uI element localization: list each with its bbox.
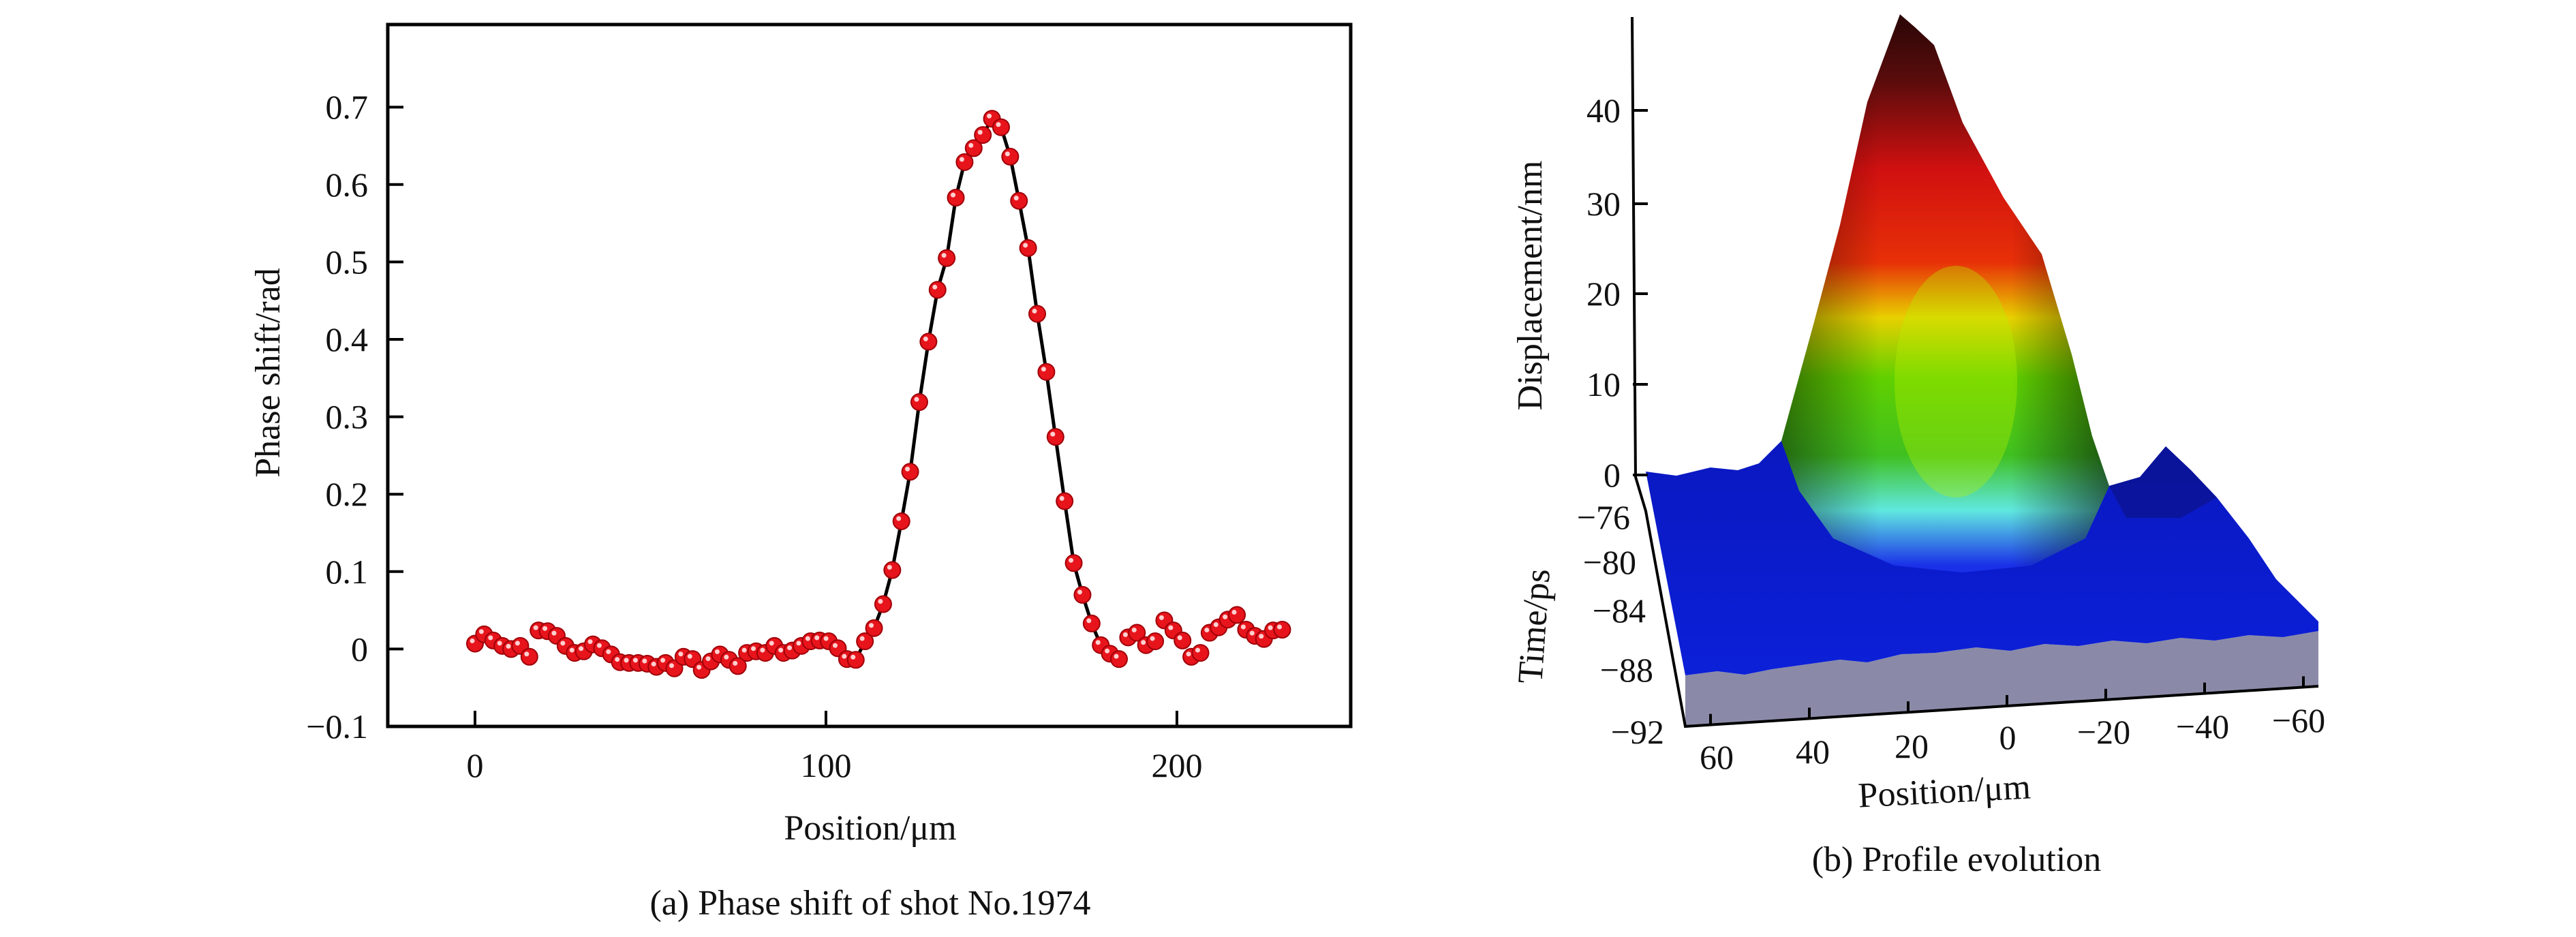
x-tick-label: 100 — [801, 746, 852, 784]
data-point — [1128, 624, 1146, 642]
profile-evolution-3d: 40 30 20 10 0 −76 −80 −84 −88 −92 60 40 20 0 −20 −40 −… — [1511, 14, 2325, 879]
data-point — [992, 118, 1010, 136]
y-axis-label: Phase shift/rad — [249, 268, 288, 478]
data-point — [1046, 428, 1064, 446]
time-axis-label: Time/ps — [1511, 568, 1558, 685]
surface-core-highlight — [1895, 266, 2017, 497]
x-tick-label: 0 — [467, 746, 484, 784]
data-point — [865, 619, 883, 637]
time-tick-label: −88 — [1600, 651, 1653, 689]
data-point — [901, 463, 919, 481]
time-tick-label: −80 — [1583, 543, 1636, 581]
data-point — [1174, 631, 1192, 649]
y-tick-label: 0.1 — [326, 553, 369, 591]
y-tick-label: 0 — [351, 630, 368, 668]
time-tick-label: −84 — [1593, 592, 1646, 630]
caption-a: (a) Phase shift of shot No.1974 — [649, 884, 1090, 923]
position-tick-label: −40 — [2176, 707, 2229, 746]
position-axis-ticks: 60 40 20 0 −20 −40 −60 — [1700, 676, 2325, 776]
phase-shift-chart: −0.1 0 0.1 0.2 0.3 0.4 0.5 0.6 0.7 0 100 200 Phase… — [249, 22, 1353, 923]
z-axis — [1631, 16, 2319, 728]
time-tick-label: −76 — [1577, 498, 1630, 536]
z-tick-label: 0 — [1604, 456, 1621, 494]
data-points — [466, 110, 1291, 679]
data-point — [1010, 191, 1028, 210]
data-point — [919, 333, 938, 351]
x-tick-label: 200 — [1152, 746, 1203, 784]
surface-peak-shade — [1781, 14, 2109, 572]
position-axis-label: Position/μm — [1857, 767, 2031, 815]
position-tick-label: 0 — [1999, 718, 2017, 756]
data-point — [892, 512, 910, 530]
position-tick-label: −60 — [2272, 701, 2325, 739]
data-point — [964, 139, 983, 157]
data-point — [1110, 650, 1129, 669]
data-point — [1273, 621, 1291, 639]
z-tick-label: 40 — [1586, 91, 1621, 129]
surface-side-hump — [2109, 446, 2217, 518]
data-point — [1019, 239, 1037, 257]
data-point — [910, 393, 928, 412]
data-point — [846, 651, 865, 669]
data-point — [1073, 585, 1092, 604]
data-point — [1191, 644, 1210, 662]
caption-b: (b) Profile evolution — [1812, 840, 2102, 879]
y-tick-label: −0.1 — [306, 707, 368, 746]
data-point — [974, 126, 992, 144]
position-tick-label: 60 — [1700, 738, 1734, 776]
data-point — [856, 632, 874, 651]
y-tick-label: 0.3 — [326, 398, 369, 436]
data-point — [1037, 363, 1056, 381]
y-tick-label: 0.7 — [326, 88, 369, 126]
data-point — [947, 189, 965, 207]
y-tick-label: 0.6 — [326, 166, 369, 204]
data-point — [928, 281, 947, 299]
y-tick-label: 0.2 — [326, 475, 369, 513]
data-point — [938, 249, 956, 267]
z-axis-label: Displacement/nm — [1511, 161, 1550, 411]
data-point — [665, 659, 684, 677]
data-point — [1064, 554, 1083, 572]
time-axis-ticks: −76 −80 −84 −88 −92 — [1577, 498, 1664, 751]
x-axis-label: Position/μm — [784, 809, 956, 848]
y-axis-ticks: −0.1 0 0.1 0.2 0.3 0.4 0.5 0.6 0.7 — [306, 88, 403, 746]
position-tick-label: 40 — [1796, 733, 1830, 771]
time-tick-label: −92 — [1611, 713, 1664, 751]
data-point — [1228, 606, 1246, 624]
data-point — [1082, 614, 1101, 632]
data-point — [520, 647, 538, 666]
z-tick-label: 30 — [1586, 185, 1621, 223]
data-point — [1146, 632, 1165, 651]
z-tick-label: 10 — [1586, 365, 1621, 403]
data-point — [729, 657, 747, 675]
data-point — [883, 561, 902, 579]
position-tick-label: −20 — [2077, 713, 2130, 751]
surface-front-side — [1685, 631, 2318, 726]
y-tick-label: 0.5 — [326, 243, 369, 281]
x-axis-ticks: 0 100 200 — [467, 711, 1203, 784]
z-axis-ticks: 40 30 20 10 0 — [1586, 91, 1648, 494]
data-point — [874, 595, 892, 613]
data-point — [1001, 147, 1019, 166]
z-tick-label: 20 — [1586, 275, 1621, 313]
data-point — [955, 153, 974, 171]
data-point — [1028, 305, 1047, 323]
y-tick-label: 0.4 — [326, 320, 369, 358]
position-tick-label: 20 — [1895, 727, 1929, 765]
data-point — [1056, 492, 1074, 510]
plot-frame — [386, 22, 1353, 728]
